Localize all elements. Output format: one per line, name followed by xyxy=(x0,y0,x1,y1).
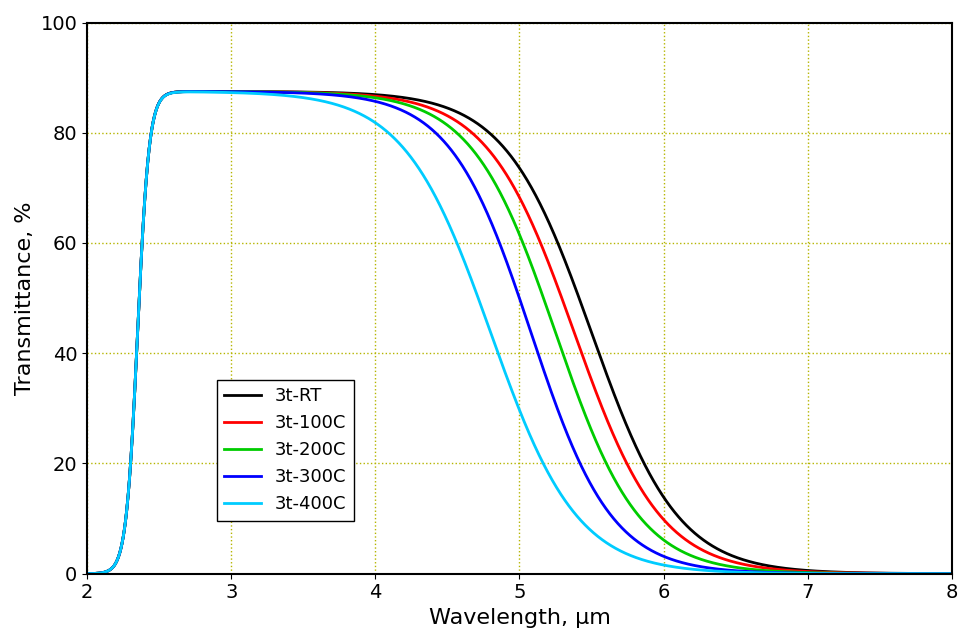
3t-400C xyxy=(82,570,93,577)
3t-200C xyxy=(946,570,957,577)
3t-400C xyxy=(929,570,941,577)
3t-RT xyxy=(929,570,941,577)
3t-100C xyxy=(836,569,847,577)
Legend: 3t-RT, 3t-100C, 3t-200C, 3t-300C, 3t-400C: 3t-RT, 3t-100C, 3t-200C, 3t-300C, 3t-400… xyxy=(217,380,354,521)
3t-400C xyxy=(836,570,847,577)
3t-RT xyxy=(450,108,462,116)
3t-100C xyxy=(194,87,205,95)
3t-100C xyxy=(180,87,192,95)
Line: 3t-300C: 3t-300C xyxy=(88,91,952,574)
Line: 3t-400C: 3t-400C xyxy=(88,92,952,574)
3t-RT xyxy=(414,96,425,104)
3t-300C xyxy=(450,153,462,161)
3t-RT xyxy=(82,570,93,577)
3t-300C xyxy=(946,570,957,577)
3t-100C xyxy=(929,570,941,577)
3t-300C xyxy=(191,87,202,95)
3t-300C xyxy=(82,570,93,577)
3t-RT xyxy=(232,87,243,95)
X-axis label: Wavelength, μm: Wavelength, μm xyxy=(428,608,610,628)
3t-300C xyxy=(414,116,425,123)
Line: 3t-200C: 3t-200C xyxy=(88,91,952,574)
3t-RT xyxy=(180,87,192,95)
3t-400C xyxy=(414,165,425,172)
3t-400C xyxy=(946,570,957,577)
3t-100C xyxy=(450,117,462,125)
3t-RT xyxy=(196,87,207,95)
3t-200C xyxy=(193,87,204,95)
3t-100C xyxy=(946,570,957,577)
3t-200C xyxy=(232,88,243,96)
3t-200C xyxy=(450,129,462,136)
3t-300C xyxy=(929,570,941,577)
Line: 3t-RT: 3t-RT xyxy=(88,91,952,574)
3t-RT xyxy=(836,568,847,576)
3t-100C xyxy=(232,87,243,95)
3t-300C xyxy=(180,87,192,95)
3t-400C xyxy=(450,238,462,246)
3t-200C xyxy=(82,570,93,577)
3t-100C xyxy=(414,100,425,108)
3t-200C xyxy=(929,570,941,577)
3t-400C xyxy=(180,88,192,96)
3t-200C xyxy=(414,105,425,113)
3t-200C xyxy=(180,87,192,95)
Line: 3t-100C: 3t-100C xyxy=(88,91,952,574)
3t-300C xyxy=(232,88,243,96)
3t-300C xyxy=(836,570,847,577)
Y-axis label: Transmittance, %: Transmittance, % xyxy=(15,201,35,395)
3t-RT xyxy=(946,570,957,577)
3t-400C xyxy=(232,89,243,96)
3t-200C xyxy=(836,569,847,577)
3t-400C xyxy=(184,88,196,96)
3t-100C xyxy=(82,570,93,577)
